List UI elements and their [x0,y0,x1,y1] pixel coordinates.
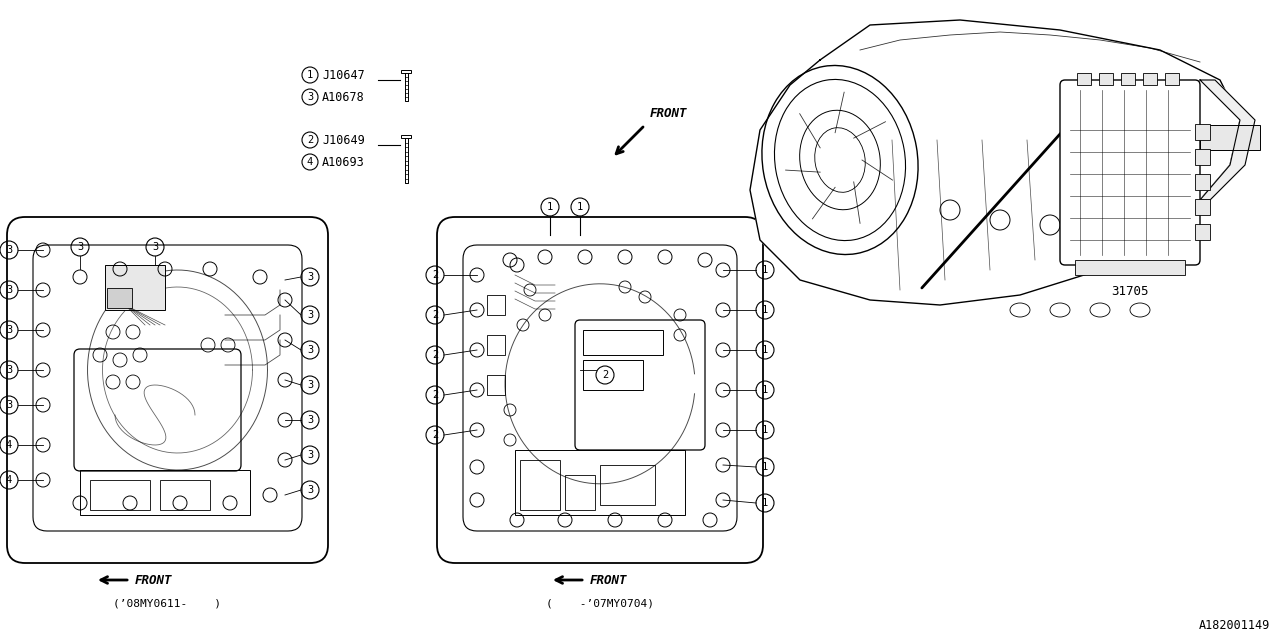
Polygon shape [1201,80,1254,200]
Text: 1: 1 [762,265,768,275]
Bar [582,330,663,355]
Text: 4: 4 [6,440,12,450]
Text: 3: 3 [152,242,159,252]
Text: 1: 1 [762,498,768,508]
Bar [1076,73,1091,85]
Text: 3: 3 [77,242,83,252]
Text: 1: 1 [547,202,553,212]
Bar [520,460,561,510]
Bar [600,465,655,505]
Text: 2: 2 [431,390,438,400]
Text: (’08MY0611-    ): (’08MY0611- ) [113,598,221,608]
Text: 3: 3 [307,415,314,425]
Text: (    -’07MY0704): ( -’07MY0704) [547,598,654,608]
Bar [401,70,411,73]
Bar [1201,125,1260,150]
Bar [515,450,685,515]
Bar [1196,199,1210,215]
Text: A10693: A10693 [323,156,365,168]
Text: 3: 3 [6,400,12,410]
Text: 1: 1 [762,425,768,435]
Text: 1: 1 [577,202,584,212]
Text: 3: 3 [6,245,12,255]
Text: 3: 3 [307,380,314,390]
Bar [90,480,150,510]
Text: A182001149: A182001149 [1199,619,1270,632]
Text: 31705: 31705 [1111,285,1148,298]
Bar [1196,174,1210,190]
Bar [108,288,132,308]
Bar [401,135,411,138]
Text: 2: 2 [602,370,608,380]
Text: 2: 2 [431,430,438,440]
Text: 2: 2 [431,310,438,320]
Text: J10649: J10649 [323,134,365,147]
Text: 1: 1 [762,305,768,315]
Bar [486,375,506,395]
Text: 3: 3 [307,92,314,102]
Text: FRONT: FRONT [590,573,627,586]
Text: FRONT: FRONT [650,107,687,120]
Text: 3: 3 [307,485,314,495]
Text: 3: 3 [6,325,12,335]
Bar [582,360,643,390]
Bar [1196,124,1210,140]
Text: 2: 2 [431,270,438,280]
Text: 1: 1 [307,70,314,80]
Text: 1: 1 [762,345,768,355]
Text: 4: 4 [307,157,314,167]
Text: 3: 3 [307,345,314,355]
Bar [1165,73,1179,85]
Bar [564,475,595,510]
Text: A10678: A10678 [323,90,365,104]
Bar [81,470,250,515]
Bar [1121,73,1135,85]
Bar [1100,73,1114,85]
Bar [486,295,506,315]
Text: 4: 4 [6,475,12,485]
Bar [1196,224,1210,240]
Bar [1075,260,1185,275]
Text: 2: 2 [431,350,438,360]
Bar [486,335,506,355]
Text: 3: 3 [307,450,314,460]
FancyBboxPatch shape [1060,80,1201,265]
Text: 3: 3 [307,272,314,282]
Bar [1196,149,1210,165]
Text: 3: 3 [6,285,12,295]
Text: J10647: J10647 [323,68,365,81]
Text: 1: 1 [762,385,768,395]
Text: 2: 2 [307,135,314,145]
Text: 1: 1 [762,462,768,472]
Text: FRONT: FRONT [134,573,173,586]
Text: 3: 3 [307,310,314,320]
Bar [160,480,210,510]
Polygon shape [750,20,1240,305]
Text: 3: 3 [6,365,12,375]
Bar [105,265,165,310]
Bar [1143,73,1157,85]
